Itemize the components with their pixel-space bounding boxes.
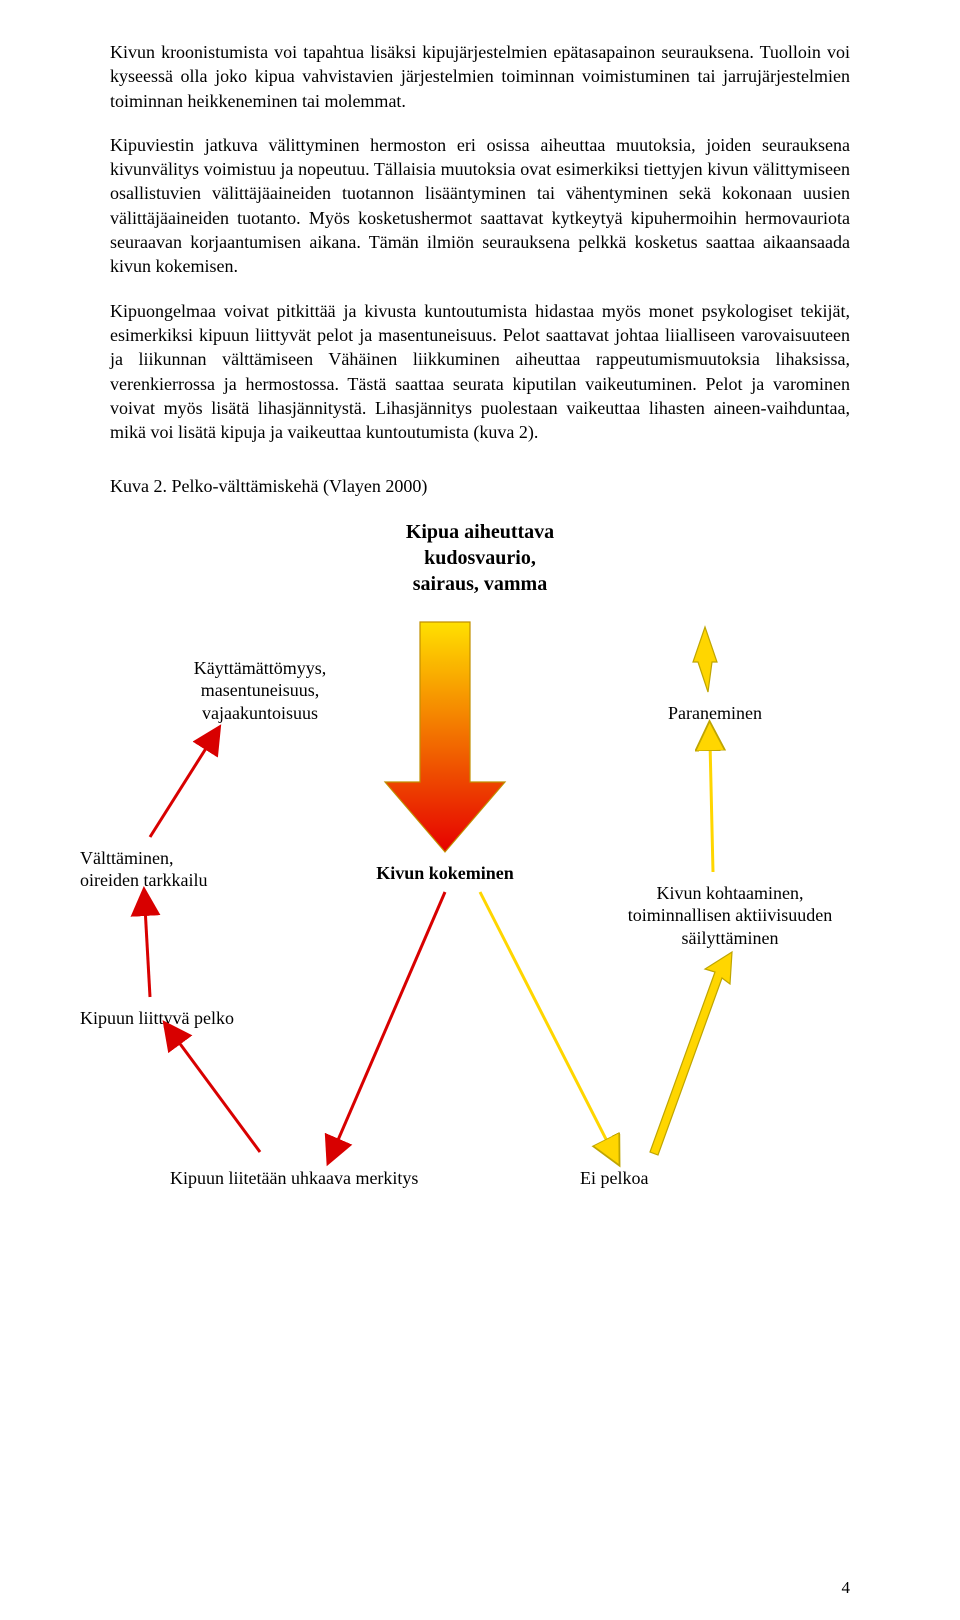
label-recovery: Paraneminen	[640, 702, 790, 725]
paragraph-2: Kipuviestin jatkuva välittyminen hermost…	[110, 133, 850, 279]
arrow-experience-to-no-fear-icon	[480, 892, 610, 1147]
label-confrontation-l3: säilyttäminen	[682, 928, 779, 948]
label-pain-experience-text: Kivun kokeminen	[376, 863, 514, 883]
label-disuse-l1: Käyttämättömyys,	[194, 658, 326, 678]
arrow-experience-to-threat-icon	[335, 892, 445, 1147]
label-no-fear-text: Ei pelkoa	[580, 1168, 648, 1188]
arrow-fear-to-avoid-icon	[145, 907, 150, 997]
paragraph-1: Kivun kroonistumista voi tapahtua lisäks…	[110, 40, 850, 113]
label-threat-meaning: Kipuun liitetään uhkaava merkitys	[170, 1167, 490, 1190]
arrow-avoid-to-disuse-icon	[150, 742, 210, 837]
label-no-fear: Ei pelkoa	[580, 1167, 730, 1190]
fear-avoidance-diagram: Käyttämättömyys, masentuneisuus, vajaaku…	[110, 612, 850, 1262]
label-confrontation-l2: toiminnallisen aktiivisuuden	[628, 905, 832, 925]
page-number: 4	[842, 1577, 851, 1600]
figure-caption: Kuva 2. Pelko-välttämiskehä (Vlayen 2000…	[110, 474, 850, 498]
diagram-title: Kipua aiheuttava kudosvaurio, sairaus, v…	[110, 519, 850, 597]
diagram-title-line2: kudosvaurio,	[424, 547, 536, 569]
paragraph-3: Kipuongelmaa voivat pitkittää ja kivusta…	[110, 299, 850, 445]
label-disuse-l2: masentuneisuus,	[201, 680, 320, 700]
diagram-title-line3: sairaus, vamma	[413, 573, 547, 595]
label-avoidance: Välttäminen, oireiden tarkkailu	[80, 847, 280, 892]
label-confrontation: Kivun kohtaaminen, toiminnallisen aktiiv…	[600, 882, 860, 950]
label-pain-fear-text: Kipuun liittyvä pelko	[80, 1008, 234, 1028]
label-disuse-l3: vajaakuntoisuus	[202, 703, 318, 723]
arrow-recovery-up-icon	[693, 627, 717, 692]
label-recovery-text: Paraneminen	[668, 703, 762, 723]
label-confrontation-l1: Kivun kohtaaminen,	[657, 883, 804, 903]
label-pain-fear: Kipuun liittyvä pelko	[80, 1007, 300, 1030]
arrow-threat-to-fear-icon	[175, 1037, 260, 1152]
big-arrow-down-icon	[385, 622, 505, 852]
label-pain-experience: Kivun kokeminen	[345, 862, 545, 885]
label-disuse: Käyttämättömyys, masentuneisuus, vajaaku…	[160, 657, 360, 725]
label-threat-meaning-text: Kipuun liitetään uhkaava merkitys	[170, 1168, 418, 1188]
label-avoidance-l1: Välttäminen,	[80, 848, 173, 868]
diagram-title-line1: Kipua aiheuttava	[406, 521, 554, 543]
arrow-confront-to-recover-icon	[710, 742, 713, 872]
arrow-no-fear-up-icon	[650, 952, 732, 1155]
label-avoidance-l2: oireiden tarkkailu	[80, 870, 207, 890]
